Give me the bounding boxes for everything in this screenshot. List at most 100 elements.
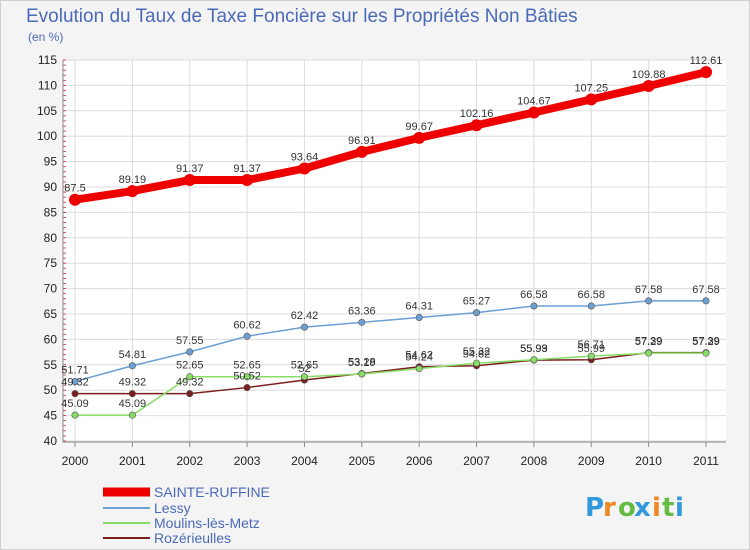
data-point (585, 93, 598, 106)
data-label: 91.37 (176, 163, 204, 175)
data-label: 67.58 (692, 284, 720, 296)
logo-letter: P (585, 493, 604, 523)
x-tick-label: 2001 (119, 454, 146, 468)
data-point (128, 390, 136, 398)
data-point (186, 373, 194, 381)
data-label: 63.36 (348, 305, 376, 317)
data-point (243, 373, 251, 381)
data-label: 96.91 (348, 135, 376, 147)
data-label: 51.71 (61, 365, 89, 377)
data-point (415, 365, 423, 373)
data-label: 50.52 (233, 371, 261, 383)
data-point (243, 332, 251, 340)
data-point (642, 80, 655, 93)
data-point (71, 378, 79, 386)
data-label: 53.28 (348, 357, 376, 369)
data-point (530, 302, 538, 310)
data-label: 67.58 (635, 284, 663, 296)
data-label: 91.37 (233, 163, 261, 175)
y-tick-label: 95 (44, 155, 58, 169)
data-label: 57.39 (635, 336, 663, 348)
data-label: 49.32 (119, 377, 147, 389)
data-label: 57.29 (635, 336, 663, 348)
y-tick-label: 60 (44, 332, 58, 346)
axes: 40 45 50 55 60 65 70 75 80 85 90 95 100 105 110 115 2000… (37, 53, 726, 468)
logo-letter: r (603, 493, 616, 523)
series-line (74, 300, 707, 383)
y-tick-label: 75 (44, 256, 58, 270)
data-point (298, 162, 311, 175)
x-tick-label: 2009 (578, 454, 605, 468)
data-point (645, 297, 653, 305)
data-label: 57.29 (692, 336, 720, 348)
data-point (473, 309, 481, 317)
data-point (702, 349, 710, 357)
y-tick-label: 40 (44, 434, 58, 448)
data-point (128, 362, 136, 370)
data-label: 57.55 (176, 335, 204, 347)
data-label: 52.65 (176, 360, 204, 372)
logo-letter: o (618, 493, 636, 523)
x-tick-label: 2000 (62, 454, 89, 468)
data-label: 55.32 (463, 346, 491, 358)
y-tick-label: 80 (44, 231, 58, 245)
data-label: 55.99 (578, 343, 606, 355)
data-label: 57.39 (692, 336, 720, 348)
data-label: 54.81 (119, 349, 147, 361)
data-label: 54.24 (405, 352, 433, 364)
data-label: 104.67 (517, 95, 551, 107)
data-point (126, 185, 139, 198)
data-label: 52 (298, 363, 310, 375)
legend-label: SAINTE-RUFFINE (154, 484, 270, 500)
data-point (128, 411, 136, 419)
y-tick-label: 100 (37, 129, 57, 143)
x-tick-label: 2003 (234, 454, 261, 468)
x-tick-label: 2008 (521, 454, 548, 468)
data-point (183, 174, 196, 187)
logo-letter: x (634, 493, 651, 523)
data-label: 49.32 (61, 377, 89, 389)
legend-label: Lessy (154, 500, 191, 516)
data-label: 60.62 (233, 319, 261, 331)
chart-subtitle: (en %) (28, 30, 63, 44)
data-label: 93.64 (291, 152, 319, 164)
x-tick-label: 2002 (176, 454, 203, 468)
x-tick-label: 2006 (406, 454, 433, 468)
data-label: 64.31 (405, 301, 433, 313)
y-tick-label: 55 (44, 358, 58, 372)
data-label: 53.19 (348, 357, 376, 369)
x-tick-label: 2010 (635, 454, 662, 468)
grid (63, 59, 726, 442)
legend-label: Rozérieulles (154, 530, 231, 546)
data-point (587, 352, 595, 360)
data-point (470, 119, 483, 132)
data-label: 54.82 (463, 349, 491, 361)
data-point (71, 411, 79, 419)
data-point (186, 348, 194, 356)
legend: SAINTE-RUFFINELessyMoulins-lès-MetzRozér… (103, 484, 270, 546)
data-point (530, 356, 538, 364)
data-point (358, 318, 366, 326)
data-point (587, 302, 595, 310)
data-point (702, 297, 710, 305)
data-label: 45.09 (119, 398, 147, 410)
data-point (645, 349, 653, 357)
data-point (473, 359, 481, 367)
series-line (74, 352, 707, 416)
data-point (358, 370, 366, 378)
x-tick-label: 2007 (463, 454, 490, 468)
data-label: 62.42 (291, 310, 319, 322)
data-point (69, 193, 81, 206)
data-point (415, 314, 423, 322)
data-label: 54.62 (405, 350, 433, 362)
data-label: 87.5 (64, 183, 85, 195)
chart-title: Evolution du Taux de Taxe Foncière sur l… (26, 6, 578, 27)
series-line (74, 351, 707, 395)
legend-label: Moulins-lès-Metz (154, 515, 260, 531)
data-point (300, 323, 308, 331)
y-tick-label: 90 (44, 180, 58, 194)
logo-letter: i (675, 493, 684, 523)
data-point (243, 384, 251, 392)
logo-letter: t (662, 493, 674, 523)
